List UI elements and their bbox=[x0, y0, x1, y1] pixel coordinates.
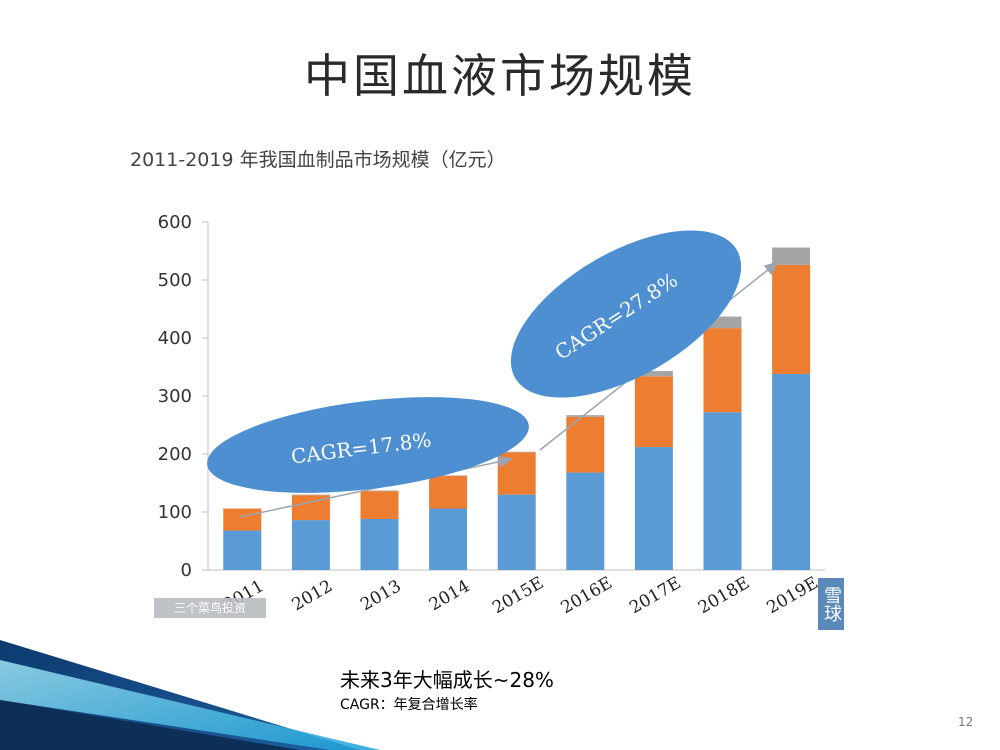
bar-segment bbox=[634, 376, 673, 448]
x-tick-label: 2017E bbox=[626, 573, 684, 618]
bar-segment bbox=[703, 328, 742, 413]
bar-segment bbox=[223, 530, 262, 570]
chart-title: 2011-2019 年我国血制品市场规模（亿元） bbox=[130, 149, 506, 171]
page-number: 12 bbox=[958, 715, 974, 729]
y-tick-label: 0 bbox=[181, 560, 192, 581]
bar-segment bbox=[772, 247, 811, 265]
bar-segment bbox=[634, 447, 673, 570]
note-cagr-definition: CAGR：年复合增长率 bbox=[340, 697, 478, 713]
x-tick-label: 2015E bbox=[489, 573, 547, 618]
bar-segment bbox=[360, 490, 399, 492]
bar-segment bbox=[429, 508, 468, 570]
y-tick-label: 600 bbox=[158, 212, 192, 233]
bar-segment bbox=[360, 491, 399, 519]
bar-segment bbox=[772, 264, 811, 374]
cagr-bubble-2 bbox=[510, 230, 742, 398]
bar-segment bbox=[360, 518, 399, 570]
bar-segment bbox=[566, 416, 605, 473]
bar-segment bbox=[497, 494, 536, 570]
x-tick-label: 2013 bbox=[357, 576, 404, 615]
cagr-bubble-1 bbox=[207, 397, 529, 493]
y-tick-label: 400 bbox=[158, 328, 192, 349]
bar-segment bbox=[634, 371, 673, 377]
bar-segment bbox=[429, 475, 468, 477]
x-tick-label: 2012 bbox=[289, 576, 336, 615]
bar-segment bbox=[223, 508, 262, 531]
x-tick-label: 2018E bbox=[695, 573, 753, 618]
x-tick-label: 2014 bbox=[426, 576, 473, 615]
bar-segment bbox=[497, 451, 536, 453]
bar-segment bbox=[703, 316, 742, 329]
y-tick-label: 500 bbox=[158, 270, 192, 291]
bar-segment bbox=[291, 520, 330, 570]
watermark-right: 雪球 bbox=[818, 578, 844, 630]
corner-decoration bbox=[0, 640, 380, 750]
bar-segment bbox=[497, 452, 536, 495]
bar-segment bbox=[566, 415, 605, 417]
watermark-left: 三个菜鸟投资 bbox=[154, 598, 266, 618]
y-tick-label: 200 bbox=[158, 444, 192, 465]
bar-segment bbox=[772, 373, 811, 570]
x-tick-label: 2019E bbox=[763, 573, 821, 618]
slide-title: 中国血液市场规模 bbox=[304, 49, 696, 103]
bar-segment bbox=[703, 412, 742, 570]
y-tick-label: 300 bbox=[158, 386, 192, 407]
note-growth: 未来3年大幅成长~28% bbox=[340, 668, 554, 692]
bar-segment bbox=[429, 476, 468, 509]
bar-segment bbox=[566, 472, 605, 570]
y-tick-label: 100 bbox=[158, 502, 192, 523]
bar-segment bbox=[291, 494, 330, 496]
x-tick-label: 2016E bbox=[558, 573, 616, 618]
